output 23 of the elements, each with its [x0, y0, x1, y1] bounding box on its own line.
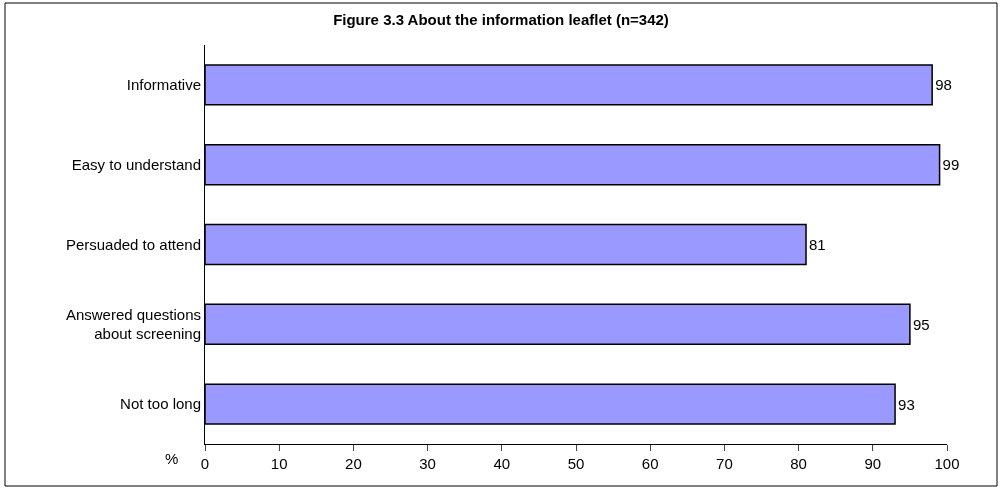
- x-tick-label: 40: [493, 455, 511, 472]
- data-label: 99: [942, 156, 960, 174]
- x-tick-label: 20: [345, 455, 362, 472]
- x-tick-label: 10: [270, 455, 288, 472]
- data-label: 98: [935, 76, 952, 94]
- x-tick-label: 60: [641, 455, 659, 472]
- y-tick-label: Easy to understand: [71, 155, 201, 173]
- chart-title: Figure 3.3 About the information leaflet (n=342): [333, 11, 669, 29]
- x-tick-label: 50: [567, 455, 585, 472]
- y-tick-label: Persuaded to attend: [65, 235, 201, 253]
- x-tick-label: 0: [200, 455, 210, 472]
- x-tick-label: 30: [419, 455, 436, 472]
- data-label: 93: [898, 395, 915, 413]
- y-tick-label: Not too long: [120, 395, 201, 413]
- data-label: 95: [912, 315, 930, 333]
- x-axis-title: %: [165, 450, 179, 467]
- x-tick-label: 90: [864, 455, 882, 472]
- y-tick-label: Informative: [126, 76, 201, 94]
- y-tick-label: Answered questions about screening: [65, 305, 201, 343]
- x-tick-label: 100: [934, 455, 960, 472]
- data-label: 81: [809, 236, 826, 253]
- x-tick-label: 80: [790, 455, 807, 472]
- x-tick-label: 70: [716, 455, 733, 472]
